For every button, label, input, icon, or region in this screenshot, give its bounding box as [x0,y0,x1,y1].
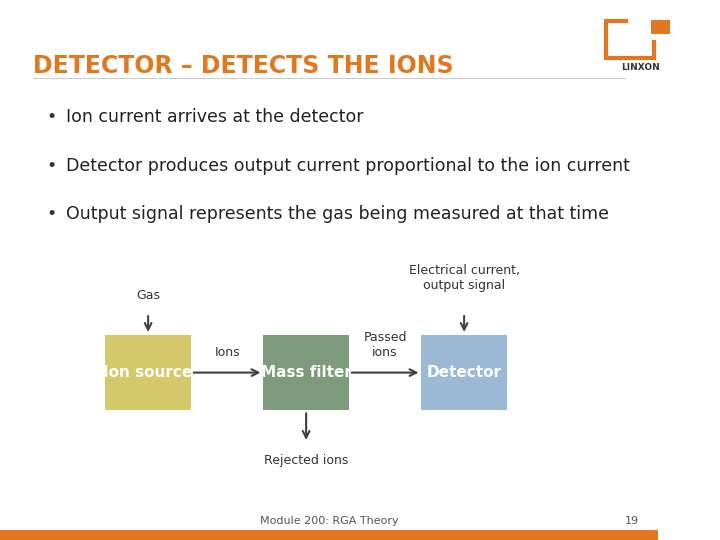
Text: Ion source: Ion source [104,365,193,380]
FancyBboxPatch shape [628,17,658,40]
FancyBboxPatch shape [421,335,507,410]
Text: Gas: Gas [136,289,160,302]
Text: Electrical current,
output signal: Electrical current, output signal [409,264,520,292]
Text: LINXON: LINXON [621,63,660,72]
Text: Module 200: RGA Theory: Module 200: RGA Theory [260,516,398,526]
FancyBboxPatch shape [651,20,670,35]
FancyBboxPatch shape [0,530,658,540]
Text: 19: 19 [624,516,639,526]
Text: Ion current arrives at the detector: Ion current arrives at the detector [66,108,364,126]
Text: Ions: Ions [215,346,240,359]
FancyBboxPatch shape [264,335,349,410]
Text: •: • [46,205,56,223]
Text: Rejected ions: Rejected ions [264,454,348,467]
Text: •: • [46,157,56,174]
Text: Detector produces output current proportional to the ion current: Detector produces output current proport… [66,157,630,174]
Text: Detector: Detector [427,365,502,380]
Text: Passed
ions: Passed ions [364,331,407,359]
Text: Mass filter: Mass filter [261,365,351,380]
Text: Output signal represents the gas being measured at that time: Output signal represents the gas being m… [66,205,609,223]
FancyBboxPatch shape [105,335,191,410]
Text: DETECTOR – DETECTS THE IONS: DETECTOR – DETECTS THE IONS [33,54,454,78]
Text: •: • [46,108,56,126]
